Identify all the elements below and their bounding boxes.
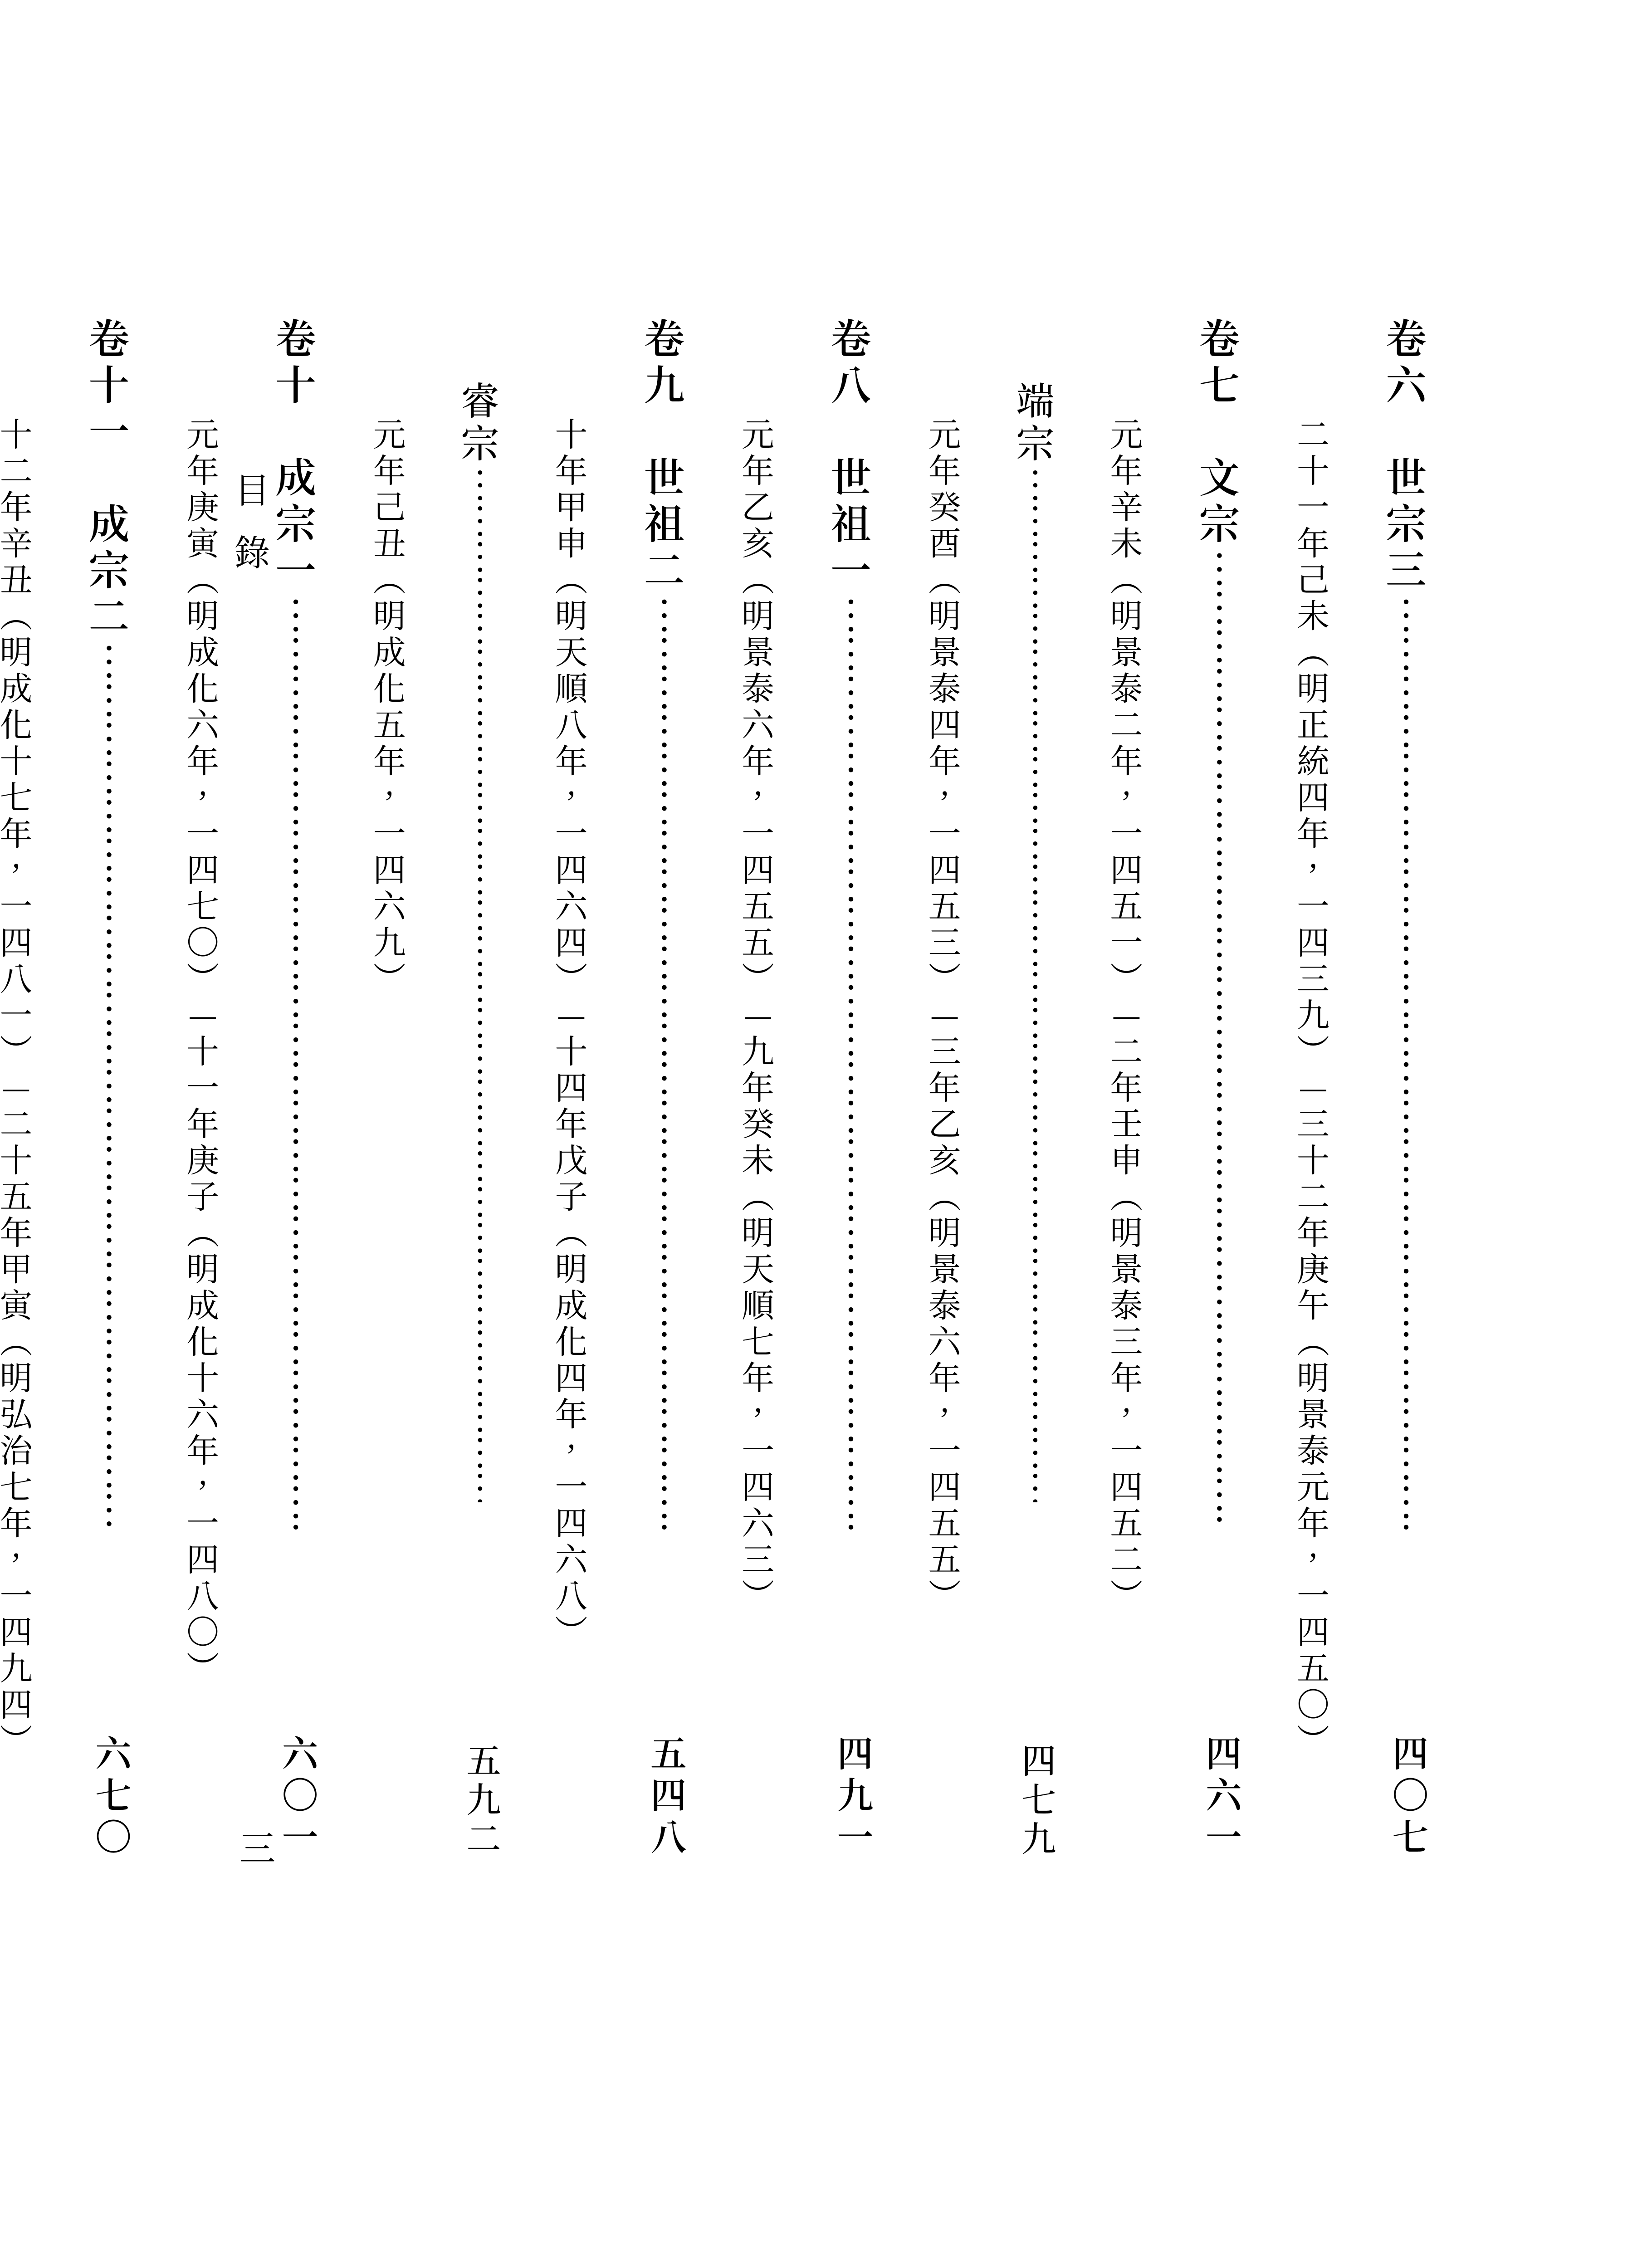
leader-dots bbox=[627, 595, 701, 1530]
leader-dots bbox=[814, 595, 888, 1530]
section-title: 端宗 bbox=[1001, 381, 1070, 466]
entry-page-number: 四九一 bbox=[822, 1735, 888, 1860]
entry-page-number: 四〇七 bbox=[1378, 1735, 1443, 1860]
toc-entry: 睿宗五九二 bbox=[446, 318, 514, 1860]
toc-entry: 卷十一 成宗二六七〇 bbox=[72, 318, 146, 1860]
toc-entry: 卷七 文宗四六一 bbox=[1183, 318, 1256, 1860]
toc-entry: 卷六 世宗三四〇七 bbox=[1369, 318, 1443, 1860]
leader-dots bbox=[1001, 466, 1070, 1502]
entry-detail: 二十一年己未（明正統四年，一四三九）—三十二年庚午（明景泰元年，一四五〇） bbox=[1283, 318, 1342, 1860]
entry-detail: 元年癸酉（明景泰四年，一四五三）—三年乙亥（明景泰六年，一四五五） bbox=[915, 318, 974, 1860]
entry-detail: 元年庚寅（明成化六年，一四七〇）—十一年庚子（明成化十六年，一四八〇） bbox=[173, 318, 232, 1860]
chapter-title: 卷八 世祖一 bbox=[814, 318, 888, 595]
leader-dots bbox=[259, 595, 332, 1530]
leader-dots bbox=[72, 641, 146, 1530]
chapter-title: 卷七 文宗 bbox=[1183, 318, 1256, 549]
entry-page-number: 五九二 bbox=[452, 1743, 514, 1860]
entry-detail: 元年辛未（明景泰二年，一四五一）—二年壬申（明景泰三年，一四五二） bbox=[1097, 318, 1156, 1860]
toc-entry: 端宗四七九 bbox=[1001, 318, 1070, 1860]
entry-page-number: 四七九 bbox=[1007, 1743, 1070, 1860]
entry-page-number: 四六一 bbox=[1191, 1735, 1256, 1860]
entry-detail: 十二年辛丑（明成化十七年，一四八一）—二十五年甲寅（明弘治七年，一四九四） bbox=[0, 318, 45, 1860]
leader-dots bbox=[1369, 595, 1443, 1530]
toc-entry: 卷八 世祖一四九一 bbox=[814, 318, 888, 1860]
entry-page-number: 六七〇 bbox=[80, 1735, 146, 1860]
entry-detail: 元年己丑（明成化五年，一四六九） bbox=[360, 318, 419, 1860]
entry-detail: 元年乙亥（明景泰六年，一四五五）—九年癸未（明天順七年，一四六三） bbox=[728, 318, 787, 1860]
entry-page-number: 五四八 bbox=[635, 1735, 701, 1860]
leader-dots bbox=[446, 466, 514, 1502]
entry-detail: 十年甲申（明天順八年，一四六四）—十四年戊子（明成化四年，一四六八） bbox=[542, 318, 601, 1860]
chapter-title: 卷十一 成宗二 bbox=[72, 318, 146, 641]
chapter-title: 卷九 世祖二 bbox=[627, 318, 701, 595]
leader-dots bbox=[1183, 549, 1256, 1530]
section-title: 睿宗 bbox=[446, 381, 514, 466]
page-number: 三 bbox=[231, 1829, 283, 1866]
toc-entry: 卷九 世祖二五四八 bbox=[627, 318, 701, 1860]
side-label: 目錄 bbox=[227, 472, 278, 597]
chapter-title: 卷六 世宗三 bbox=[1369, 318, 1443, 595]
